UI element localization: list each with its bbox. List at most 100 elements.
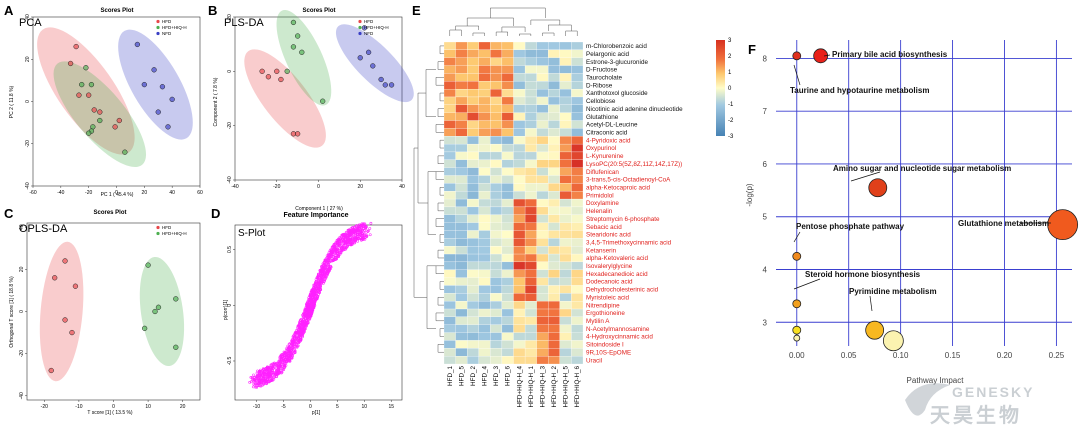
heatmap-cell bbox=[513, 198, 526, 208]
splot-point bbox=[326, 270, 329, 273]
splot-point bbox=[294, 331, 298, 335]
dendrogram-branch bbox=[466, 17, 514, 26]
heatmap-cell bbox=[455, 230, 468, 239]
x-tick-label: 0 bbox=[309, 404, 312, 410]
splot-point bbox=[307, 302, 310, 306]
heatmap-cell bbox=[443, 348, 456, 357]
y-tick-label: 0 bbox=[19, 310, 25, 313]
dendrogram-branch bbox=[455, 25, 479, 30]
heatmap-cell bbox=[467, 136, 479, 145]
heatmap-cell bbox=[501, 301, 514, 310]
splot-point bbox=[253, 385, 257, 389]
x-tick-label: 0.25 bbox=[1049, 351, 1065, 360]
heatmap-cell bbox=[501, 41, 514, 50]
heatmap-cell bbox=[501, 191, 514, 200]
heatmap-cell bbox=[467, 301, 479, 310]
heatmap-cell bbox=[501, 151, 514, 160]
x-tick-label: 10 bbox=[362, 404, 368, 410]
heatmap-cell bbox=[559, 183, 572, 192]
heatmap-cell bbox=[443, 128, 456, 137]
heatmap-cell bbox=[443, 167, 456, 176]
splot-point bbox=[348, 230, 351, 234]
splot-point bbox=[313, 291, 317, 295]
heatmap-cell bbox=[536, 65, 549, 74]
splot-point bbox=[302, 312, 305, 315]
heatmap-cell bbox=[524, 191, 537, 200]
heatmap-cell bbox=[513, 332, 526, 341]
heatmap-cell bbox=[524, 175, 537, 184]
panel-d-tag: S-Plot bbox=[238, 228, 265, 239]
heatmap-cell bbox=[478, 348, 491, 357]
heatmap-cell bbox=[443, 222, 456, 231]
heatmap-cell bbox=[443, 356, 456, 365]
heatmap-row-label: Mytilin A bbox=[586, 318, 610, 325]
x-tick-label: 5 bbox=[336, 404, 339, 410]
splot-point bbox=[272, 377, 276, 381]
heatmap-cell bbox=[455, 324, 468, 333]
heatmap-cell bbox=[559, 222, 572, 231]
splot-point bbox=[269, 373, 273, 376]
heatmap-cell bbox=[443, 293, 456, 302]
heatmap-cell bbox=[559, 269, 572, 278]
heatmap-col-label: HFD+HIQ-H_6 bbox=[574, 366, 581, 408]
splot-point bbox=[259, 373, 262, 376]
score-point bbox=[116, 117, 122, 124]
dendrogram-branch bbox=[548, 24, 572, 31]
heatmap-cell bbox=[571, 41, 584, 50]
y-tick-label: 6 bbox=[763, 160, 768, 169]
heatmap-row-label: 4-Hydroxycinnamic acid bbox=[586, 334, 653, 341]
splot-point bbox=[359, 228, 363, 231]
splot-point bbox=[307, 314, 311, 318]
heatmap-cell bbox=[513, 183, 526, 192]
splot-point bbox=[252, 373, 255, 377]
splot-point bbox=[271, 365, 275, 369]
splot-point bbox=[310, 305, 314, 309]
heatmap-col-label: HFD_6 bbox=[505, 366, 512, 386]
heatmap-cell bbox=[501, 175, 514, 184]
splot-point bbox=[298, 337, 301, 341]
heatmap-cell bbox=[513, 340, 526, 349]
heatmap-cell bbox=[490, 104, 503, 113]
heatmap-cell bbox=[455, 81, 468, 90]
heatmap-cell bbox=[467, 238, 479, 247]
heatmap-cell bbox=[548, 49, 560, 58]
splot-point bbox=[300, 333, 304, 336]
splot-point bbox=[334, 256, 338, 259]
heatmap-cell bbox=[467, 41, 479, 50]
heatmap-cell bbox=[443, 88, 456, 98]
splot-point bbox=[263, 380, 267, 383]
heatmap-cell bbox=[559, 120, 572, 129]
heatmap-cell bbox=[571, 308, 584, 317]
annotation-leader bbox=[850, 171, 881, 182]
heatmap-cell bbox=[490, 230, 503, 239]
splot-point bbox=[362, 222, 366, 226]
splot-point bbox=[293, 350, 297, 354]
heatmap-cell bbox=[478, 293, 491, 302]
dendrogram-branch bbox=[530, 19, 561, 25]
legend-swatch bbox=[156, 31, 160, 36]
splot-point bbox=[318, 283, 321, 287]
heatmap-cell bbox=[571, 143, 584, 153]
heatmap-cell bbox=[559, 136, 572, 145]
splot-point bbox=[351, 234, 355, 238]
genesky-logo-icon bbox=[905, 383, 950, 416]
heatmap-cell bbox=[478, 191, 491, 200]
heatmap-cell bbox=[455, 183, 468, 192]
heatmap-cell bbox=[455, 301, 468, 310]
splot-point bbox=[261, 381, 264, 385]
heatmap-cell bbox=[490, 143, 503, 153]
heatmap-cell bbox=[548, 308, 560, 317]
splot-point bbox=[278, 362, 281, 365]
heatmap-cell bbox=[501, 96, 514, 105]
heatmap-cell bbox=[443, 96, 456, 105]
splot-point bbox=[277, 369, 281, 373]
splot-point bbox=[305, 309, 309, 313]
splot-point bbox=[257, 377, 260, 381]
panel-b-ylabel: Component 2 ( 7.8 %) bbox=[213, 77, 219, 126]
splot-point bbox=[342, 239, 346, 242]
splot-point bbox=[264, 374, 268, 378]
splot-point bbox=[363, 234, 366, 237]
row-dendrogram bbox=[413, 45, 444, 353]
dendrogram-branch bbox=[501, 26, 526, 32]
score-point bbox=[378, 76, 384, 83]
